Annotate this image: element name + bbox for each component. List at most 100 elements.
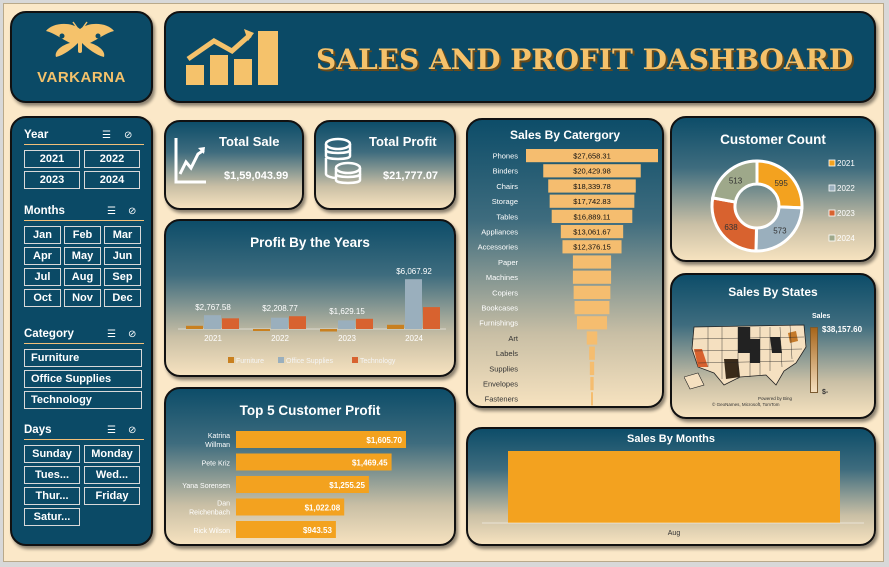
month-option[interactable]: Dec: [104, 289, 141, 307]
legend-swatch: [278, 357, 284, 363]
filters-panel: Year ☰ ⊘ 2021 2022 2023 2024 Months ☰ ⊘ …: [10, 116, 153, 546]
bar-chart-growth-icon: [186, 29, 278, 85]
data-label: $27,658.31: [573, 152, 611, 161]
bar-office-supplies: [271, 317, 288, 329]
month-option[interactable]: Oct: [24, 289, 61, 307]
category-label: Furnishings: [479, 319, 518, 328]
category-label: Willman: [205, 442, 230, 449]
chart-title: Top 5 Customer Profit: [239, 403, 381, 418]
legend-label: 2024: [837, 234, 855, 243]
sales-by-months-chart: Aug: [482, 451, 864, 537]
category-option-furniture[interactable]: Furniture: [24, 349, 142, 367]
chart-title: Profit By the Years: [250, 235, 370, 250]
chart-title: Sales By Catergory: [509, 128, 621, 142]
data-label: $17,742.83: [573, 197, 611, 206]
year-option-2023[interactable]: 2023: [24, 171, 80, 189]
bar: [236, 521, 336, 538]
day-option[interactable]: Wed...: [84, 466, 140, 484]
year-option-2022[interactable]: 2022: [84, 150, 140, 168]
customer-count-panel: Customer Count 595 573 638 513 2021 2022 2023 2…: [670, 116, 876, 262]
legend-label: 2023: [837, 209, 855, 218]
day-option[interactable]: Tues...: [24, 466, 80, 484]
data-label: $1,605.70: [366, 436, 402, 445]
day-option[interactable]: Sunday: [24, 445, 80, 463]
clear-filter-icon[interactable]: ⊘: [128, 425, 137, 436]
multi-select-icon[interactable]: ☰: [107, 206, 116, 217]
page-title: SALES AND PROFIT DASHBOARD: [316, 43, 854, 76]
month-option[interactable]: Mar: [104, 226, 141, 244]
bar-technology: [222, 318, 239, 329]
category-label: Supplies: [489, 364, 518, 373]
multi-select-icon[interactable]: ☰: [107, 329, 116, 340]
funnel-bar: [549, 194, 635, 208]
clear-filter-icon[interactable]: ⊘: [128, 206, 137, 217]
x-tick-label: 2023: [338, 334, 356, 343]
year-option-2024[interactable]: 2024: [84, 171, 140, 189]
bar: [236, 476, 369, 493]
data-label: $12,376.15: [573, 243, 611, 252]
month-option[interactable]: Nov: [64, 289, 101, 307]
bar: [236, 453, 392, 471]
multi-select-icon[interactable]: ☰: [102, 130, 111, 141]
category-label: Chairs: [496, 182, 518, 191]
data-label: $2,208.77: [262, 304, 298, 313]
sales-by-category-panel: Sales By Catergory Phones $27,658.31 Binde…: [466, 118, 664, 408]
top5-customer-panel: Top 5 Customer Profit $1,605.70 Katrina Wi…: [164, 387, 456, 546]
month-option[interactable]: Jan: [24, 226, 61, 244]
funnel-bar: [576, 316, 608, 330]
legend-label: 2021: [837, 159, 855, 168]
months-slicer-title: Months: [24, 205, 65, 217]
category-label: Binders: [493, 167, 519, 176]
multi-select-icon[interactable]: ☰: [107, 425, 116, 436]
data-label: $1,022.08: [305, 504, 341, 513]
butterfly-logo-icon: [46, 21, 114, 57]
data-label: $1,469.45: [352, 459, 388, 468]
category-label: Accessories: [478, 243, 519, 252]
month-option[interactable]: Jul: [24, 268, 61, 286]
month-option[interactable]: Feb: [64, 226, 101, 244]
category-label: Rick Wilson: [193, 528, 230, 535]
category-label: Paper: [498, 258, 519, 267]
year-option-2021[interactable]: 2021: [24, 150, 80, 168]
customer-count-chart: 595 573 638 513 2021 2022 2023 2024: [710, 159, 855, 253]
legend-max: $38,157.60: [822, 325, 863, 334]
brand-name: VARKARNA: [37, 69, 126, 86]
legend-min: $-: [822, 389, 829, 396]
data-label: $6,067.92: [396, 267, 432, 276]
bar: [508, 451, 840, 523]
brand-panel: VARKARNA: [10, 11, 153, 103]
profit-by-years-chart: $2,767.58 2021 $2,208.77 2022 $1,629.15 2023 $…: [178, 267, 446, 365]
data-label: 513: [729, 176, 743, 185]
sales-by-states-panel: Sales By States Sales $38,157.60 $- Powe…: [670, 273, 876, 419]
category-option-office-supplies[interactable]: Office Supplies: [24, 370, 142, 388]
month-option[interactable]: Jun: [104, 247, 141, 265]
category-label: Tables: [496, 212, 518, 221]
clear-filter-icon[interactable]: ⊘: [124, 130, 133, 141]
day-option[interactable]: Satur...: [24, 508, 80, 526]
bar-furniture: [186, 325, 203, 329]
day-option[interactable]: Monday: [84, 445, 140, 463]
total-profit-value: $21,777.07: [383, 170, 439, 182]
day-option[interactable]: Friday: [84, 487, 140, 505]
month-option[interactable]: Aug: [64, 268, 101, 286]
days-divider: [24, 439, 144, 440]
data-label: $1,255.25: [329, 481, 365, 490]
funnel-bar: [591, 392, 593, 406]
funnel-bar: [586, 331, 598, 345]
category-option-technology[interactable]: Technology: [24, 391, 142, 409]
legend-swatch: [228, 357, 234, 363]
month-option[interactable]: May: [64, 247, 101, 265]
funnel-bar: [573, 285, 611, 299]
day-option[interactable]: Thur...: [24, 487, 80, 505]
bar-furniture: [320, 329, 337, 332]
category-label: Envelopes: [483, 380, 518, 389]
bar-technology: [423, 307, 440, 329]
funnel-bar: [574, 301, 610, 315]
month-option[interactable]: Apr: [24, 247, 61, 265]
clear-filter-icon[interactable]: ⊘: [128, 329, 137, 340]
legend-swatch: [828, 184, 836, 192]
month-option[interactable]: Sep: [104, 268, 141, 286]
legend-gradient: [810, 327, 818, 393]
funnel-bar: [572, 270, 612, 284]
funnel-bar: [548, 179, 636, 193]
